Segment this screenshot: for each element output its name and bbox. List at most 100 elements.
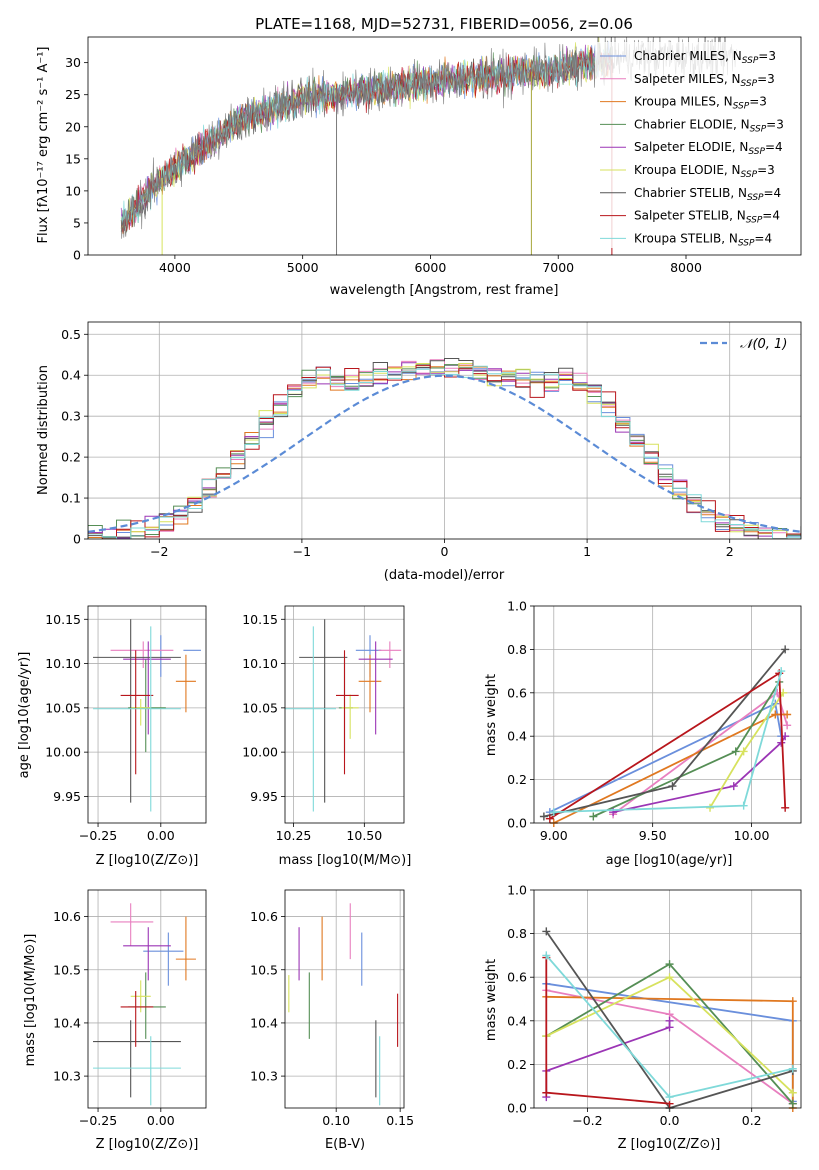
y-tick-label: 10.5 — [250, 962, 278, 977]
y-tick-label: 10.3 — [53, 1069, 81, 1084]
axes-frame — [284, 605, 405, 824]
x-tick-label: 0 — [441, 544, 449, 559]
figure-title: PLATE=1168, MJD=52731, FIBERID=0056, z=0… — [255, 15, 633, 33]
histogram-legend: 𝒩(0, 1) — [700, 337, 787, 352]
weight-series-line — [553, 670, 783, 813]
legend-entry: Kroupa MILES, NSSP=3 — [634, 95, 767, 112]
x-tick-label: 0.15 — [386, 1113, 414, 1128]
legend-entry: Kroupa ELODIE, NSSP=3 — [634, 163, 775, 180]
y-tick-label: 10.10 — [45, 656, 81, 671]
weight-vs-age-panel: 9.00 9.50 10.00 0.0 0.2 0.4 0.6 0.8 1.0 age [log… — [484, 599, 802, 868]
y-tick-label: 1.0 — [507, 883, 527, 898]
y-tick-label: 5 — [73, 215, 81, 230]
y-tick-label: 10.6 — [250, 909, 278, 924]
weight-point-marker — [788, 1099, 797, 1108]
x-tick-label: 0.2 — [742, 1113, 762, 1128]
mass-vs-metallicity-xlabel: Z [log10(Z/Z⊙)] — [96, 1137, 199, 1152]
y-tick-label: 10 — [65, 183, 81, 198]
y-tick-label: 10.00 — [45, 745, 81, 760]
weight-point-marker — [706, 803, 715, 812]
axes-frame — [87, 36, 802, 256]
y-tick-label: 0.4 — [61, 368, 81, 383]
y-tick-label: 0.1 — [61, 491, 81, 506]
age-vs-metallicity-ylabel: age [log10(age/yr)] — [17, 652, 32, 779]
y-tick-label: 0 — [73, 532, 81, 547]
y-tick-label: 10.05 — [242, 700, 278, 715]
x-tick-label: 9.50 — [639, 828, 667, 843]
mass-vs-extinction-panel: 0.10 0.15 10.3 10.4 10.5 10.6 E(B-V) — [250, 889, 414, 1152]
y-tick-label: 1.0 — [507, 599, 527, 614]
model-spectrum-line — [120, 47, 610, 225]
histogram-xlabel: (data-model)/error — [384, 568, 505, 583]
x-tick-label: −0.25 — [79, 1113, 117, 1128]
weight-vs-metallicity-xlabel: Z [log10(Z/Z⊙)] — [618, 1137, 721, 1152]
x-tick-label: 10.25 — [276, 828, 312, 843]
weight-vs-age-ylabel: mass weight — [484, 674, 499, 756]
weight-point-marker — [781, 645, 790, 654]
age-vs-metallicity-panel: −0.25 0.00 9.95 10.00 10.05 10.10 10.15 Z [log… — [17, 605, 207, 868]
x-tick-label: 7000 — [542, 260, 574, 275]
weight-point-marker — [665, 960, 674, 969]
mass-vs-metallicity-plot-area: −0.25 0.00 10.3 10.4 10.5 10.6 — [53, 889, 207, 1128]
x-tick-label: 4000 — [159, 260, 191, 275]
mass-vs-extinction-xlabel: E(B-V) — [325, 1137, 365, 1152]
y-tick-label: 0.3 — [61, 409, 81, 424]
weight-point-marker — [781, 803, 790, 812]
weight-point-marker — [771, 710, 780, 719]
y-tick-label: 25 — [65, 87, 81, 102]
histogram-plot-area: −2 −1 0 1 2 0 0.1 0.2 0.3 0.4 0.5 𝒩(0, 1) — [61, 321, 802, 559]
weight-point-marker — [739, 747, 748, 756]
spectrum-ylabel: Flux [fλ10⁻¹⁷ erg cm⁻² s⁻¹ A⁻¹] — [36, 47, 51, 244]
y-tick-label: 0.2 — [507, 772, 527, 787]
weight-series-line — [612, 735, 786, 813]
weight-vs-age-xlabel: age [log10(age/yr)] — [606, 853, 733, 868]
x-tick-label: 6000 — [415, 260, 447, 275]
weight-point-marker — [589, 812, 598, 821]
axes-frame — [284, 889, 405, 1109]
weight-point-marker — [788, 997, 797, 1006]
weight-point-marker — [539, 812, 548, 821]
y-tick-label: 0 — [73, 248, 81, 263]
y-tick-label: 0.0 — [507, 816, 527, 831]
y-tick-label: 10.00 — [242, 745, 278, 760]
y-tick-label: 10.15 — [242, 612, 278, 627]
y-tick-label: 0.2 — [507, 1057, 527, 1072]
weight-point-marker — [729, 782, 738, 791]
legend-entry: Salpeter ELODIE, NSSP=4 — [634, 140, 783, 157]
axes-frame — [87, 605, 207, 824]
y-tick-label: 10.05 — [45, 700, 81, 715]
residual-histogram-panel: −2 −1 0 1 2 0 0.1 0.2 0.3 0.4 0.5 𝒩(0, 1) (data-mod… — [36, 321, 802, 583]
age-vs-metallicity-xlabel: Z [log10(Z/Z⊙)] — [96, 853, 199, 868]
weight-series-line — [543, 648, 786, 818]
age-vs-mass-plot-area: 10.25 10.50 9.95 10.00 10.05 10.10 10.15 — [242, 605, 405, 843]
y-tick-label: 0.2 — [61, 450, 81, 465]
y-tick-label: 10.4 — [53, 1015, 81, 1030]
mass-vs-extinction-plot-area: 0.10 0.15 10.3 10.4 10.5 10.6 — [250, 889, 414, 1128]
x-tick-label: 0.00 — [147, 828, 175, 843]
y-tick-label: 10.4 — [250, 1015, 278, 1030]
x-tick-label: 10.00 — [734, 828, 770, 843]
weight-vs-age-plot-area: 9.00 9.50 10.00 0.0 0.2 0.4 0.6 0.8 1.0 — [507, 599, 802, 843]
weight-point-marker — [783, 710, 792, 719]
legend-background — [595, 42, 797, 248]
weight-series-line — [549, 671, 787, 820]
x-tick-label: 0.00 — [147, 1113, 175, 1128]
y-tick-label: 10.10 — [242, 656, 278, 671]
x-tick-label: 0.10 — [322, 1113, 350, 1128]
weight-point-marker — [545, 814, 554, 823]
y-tick-label: 30 — [65, 55, 81, 70]
weight-point-marker — [668, 782, 677, 791]
weight-point-marker — [739, 801, 748, 810]
spectrum-panel: PLATE=1168, MJD=52731, FIBERID=0056, z=0… — [36, 15, 802, 298]
y-tick-label: 10.5 — [53, 962, 81, 977]
y-tick-label: 0.0 — [507, 1101, 527, 1116]
weight-point-marker — [665, 973, 674, 982]
weight-point-marker — [777, 667, 786, 676]
x-tick-label: 5000 — [287, 260, 319, 275]
spectrum-xlabel: wavelength [Angstrom, rest frame] — [330, 283, 559, 298]
x-tick-label: −0.2 — [572, 1113, 602, 1128]
legend-entry: Chabrier STELIB, NSSP=4 — [634, 186, 781, 203]
y-tick-label: 10.3 — [250, 1069, 278, 1084]
weight-point-marker — [542, 927, 551, 936]
y-tick-label: 20 — [65, 119, 81, 134]
